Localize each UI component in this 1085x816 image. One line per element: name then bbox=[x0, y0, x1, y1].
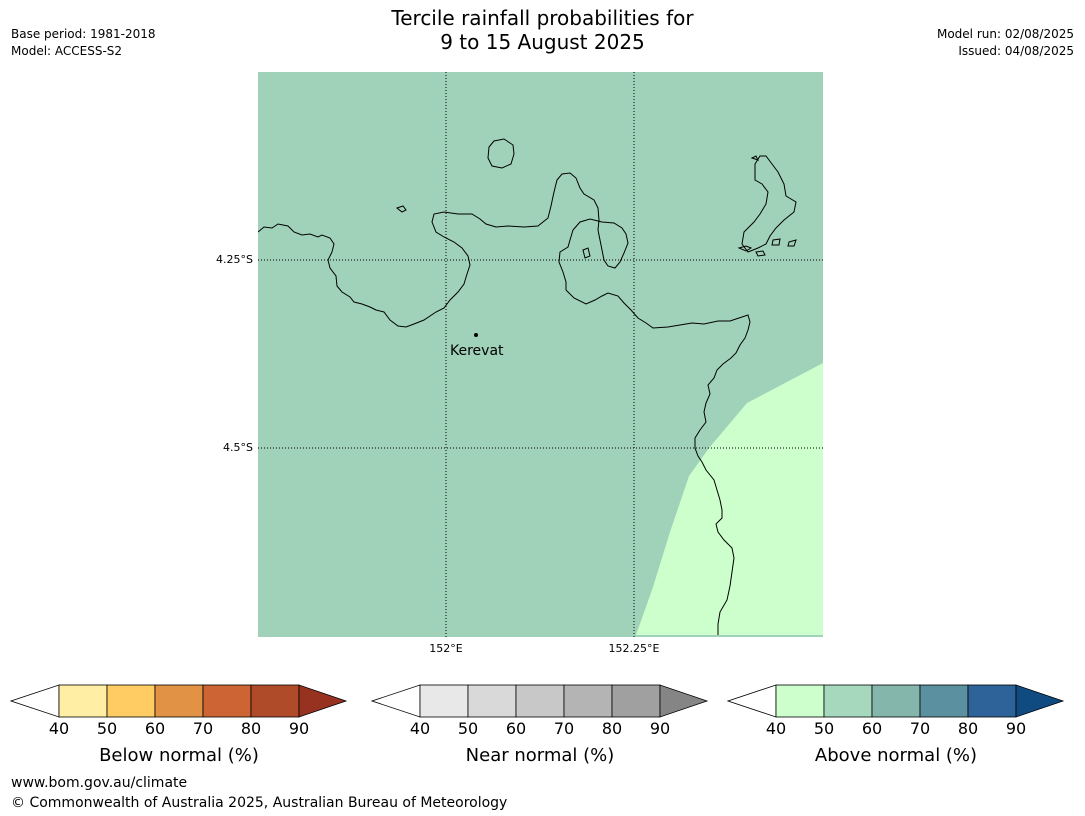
colorbar-above-under-arrow bbox=[727, 684, 777, 718]
coastline-small-island bbox=[487, 138, 515, 169]
colorbar-near-under-arrow bbox=[371, 684, 421, 718]
colorbar-below-tick-label: 90 bbox=[288, 719, 310, 738]
issued-date: Issued: 04/08/2025 bbox=[958, 44, 1074, 58]
lat-label-2: 4.5°S bbox=[223, 441, 253, 454]
colorbar-below-over-arrow bbox=[298, 684, 348, 718]
coastline-islet-3 bbox=[755, 250, 766, 257]
colorbar-above-tick-label: 80 bbox=[957, 719, 979, 738]
colorbar-above-tick-label: 60 bbox=[861, 719, 883, 738]
colorbar-near-segment bbox=[515, 684, 565, 718]
colorbar-below bbox=[10, 684, 348, 718]
footer-copyright: © Commonwealth of Australia 2025, Austra… bbox=[11, 795, 508, 811]
coastline-islet-4 bbox=[771, 238, 781, 246]
coastline-upper-island bbox=[741, 155, 797, 253]
region-above-40-50 bbox=[636, 363, 823, 635]
colorbar-above-tick-label: 50 bbox=[813, 719, 835, 738]
colorbar-below-under-arrow bbox=[10, 684, 60, 718]
meta-left: Base period: 1981-2018 Model: ACCESS-S2 bbox=[11, 26, 156, 60]
colorbar-above-segment bbox=[775, 684, 825, 718]
colorbar-below-segment bbox=[58, 684, 108, 718]
map-panel: Kerevat bbox=[258, 72, 823, 637]
lat-label-1: 4.25°S bbox=[216, 253, 253, 266]
colorbar-above-segment bbox=[919, 684, 969, 718]
colorbar-above bbox=[727, 684, 1065, 718]
colorbar-above-segment bbox=[967, 684, 1017, 718]
title-line-2: 9 to 15 August 2025 bbox=[440, 30, 645, 54]
colorbar-above-tick-label: 90 bbox=[1005, 719, 1027, 738]
colorbar-above-tick-label: 70 bbox=[909, 719, 931, 738]
colorbar-near-segment bbox=[563, 684, 613, 718]
model-run: Model run: 02/08/2025 bbox=[936, 27, 1074, 41]
colorbar-below-tick-label: 70 bbox=[192, 719, 214, 738]
colorbar-above-over-arrow bbox=[1015, 684, 1065, 718]
colorbar-near-segment bbox=[467, 684, 517, 718]
colorbar-near-tick-label: 90 bbox=[649, 719, 671, 738]
kerevat-marker bbox=[474, 333, 478, 337]
kerevat-label: Kerevat bbox=[450, 343, 504, 359]
coastline-islet-7 bbox=[582, 247, 591, 259]
colorbar-near-tick-label: 60 bbox=[505, 719, 527, 738]
colorbar-below-segment bbox=[202, 684, 252, 718]
colorbar-below-tick-label: 50 bbox=[96, 719, 118, 738]
colorbar-above-tick-label: 40 bbox=[765, 719, 787, 738]
colorbar-below-segment bbox=[106, 684, 156, 718]
colorbar-below-title: Below normal (%) bbox=[99, 745, 259, 766]
footer-url: www.bom.gov.au/climate bbox=[11, 775, 188, 791]
lon-label-1: 152°E bbox=[429, 642, 463, 655]
coastline-islet-2 bbox=[737, 245, 753, 252]
colorbar-near-tick-label: 50 bbox=[457, 719, 479, 738]
coastlines bbox=[258, 138, 797, 635]
coastline-mainland bbox=[258, 172, 751, 635]
colorbar-near-segment bbox=[611, 684, 661, 718]
colorbar-near-over-arrow bbox=[659, 684, 709, 718]
colorbar-near-segment bbox=[419, 684, 469, 718]
colorbar-below-tick-label: 80 bbox=[240, 719, 262, 738]
coastline-islet-6 bbox=[750, 155, 759, 161]
colorbar-below-segment bbox=[250, 684, 300, 718]
colorbar-above-segment bbox=[823, 684, 873, 718]
coastline-islet-5 bbox=[787, 239, 797, 247]
model-name: Model: ACCESS-S2 bbox=[11, 44, 123, 58]
graticule bbox=[258, 72, 823, 637]
base-period: Base period: 1981-2018 bbox=[11, 27, 156, 41]
lon-label-2: 152.25°E bbox=[608, 642, 660, 655]
colorbar-near-title: Near normal (%) bbox=[465, 745, 615, 766]
colorbar-below-segment bbox=[154, 684, 204, 718]
colorbar-below-tick-label: 60 bbox=[144, 719, 166, 738]
colorbar-above-title: Above normal (%) bbox=[814, 745, 978, 766]
colorbar-below-tick-label: 40 bbox=[48, 719, 70, 738]
colorbar-near-tick-label: 40 bbox=[409, 719, 431, 738]
colorbar-near-tick-label: 70 bbox=[553, 719, 575, 738]
map-title: Tercile rainfall probabilities for 9 to … bbox=[0, 6, 1085, 54]
colorbar-near bbox=[371, 684, 709, 718]
coastline-islet-1 bbox=[395, 205, 407, 213]
title-line-1: Tercile rainfall probabilities for bbox=[391, 6, 694, 30]
colorbar-near-tick-label: 80 bbox=[601, 719, 623, 738]
meta-right: Model run: 02/08/2025 Issued: 04/08/2025 bbox=[937, 26, 1074, 60]
colorbar-above-segment bbox=[871, 684, 921, 718]
